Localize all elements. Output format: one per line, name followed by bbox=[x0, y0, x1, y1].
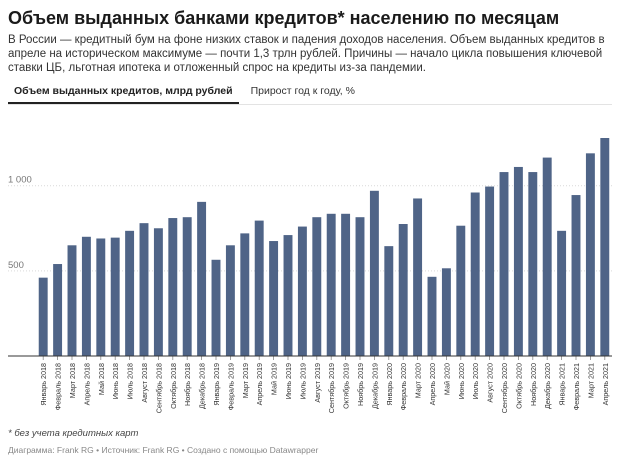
bar bbox=[125, 230, 135, 356]
x-tick-label: Ноябрь 2018 bbox=[183, 363, 192, 406]
x-tick-label: Октябрь 2019 bbox=[342, 363, 351, 409]
bar bbox=[96, 238, 106, 356]
chart-title: Объем выданных банками кредитов* населен… bbox=[8, 8, 560, 28]
bar bbox=[240, 233, 250, 356]
x-tick-label: Ноябрь 2020 bbox=[529, 363, 538, 406]
bar bbox=[197, 201, 207, 356]
bar bbox=[53, 264, 63, 356]
bar bbox=[513, 166, 523, 356]
bar bbox=[139, 223, 149, 356]
bar bbox=[499, 172, 509, 356]
x-tick-label: Апрель 2018 bbox=[82, 363, 91, 405]
x-tick-label: Май 2020 bbox=[442, 363, 451, 395]
bar bbox=[585, 153, 595, 356]
bar bbox=[355, 217, 365, 356]
x-tick-label: Август 2018 bbox=[140, 363, 149, 403]
x-tick-label: Март 2020 bbox=[414, 363, 423, 398]
x-tick-label: Март 2019 bbox=[241, 363, 250, 398]
x-tick-label: Апрель 2021 bbox=[601, 363, 610, 405]
bar bbox=[110, 237, 120, 356]
bar bbox=[81, 236, 91, 356]
x-tick-label: Август 2020 bbox=[486, 363, 495, 403]
bar bbox=[398, 224, 408, 356]
bar bbox=[384, 246, 394, 356]
x-tick-label: Декабрь 2018 bbox=[198, 363, 207, 409]
bar bbox=[211, 259, 221, 356]
bar-chart: 500 1 000 Январь 2018 Февраль 2018 Март 2018… bbox=[8, 138, 612, 413]
footnote: * без учета кредитных карт bbox=[8, 428, 139, 439]
bar bbox=[441, 268, 451, 356]
x-tick-label: Сентябрь 2020 bbox=[500, 363, 509, 413]
x-tick-label: Август 2019 bbox=[313, 363, 322, 403]
bar bbox=[485, 186, 495, 356]
x-tick-label: Февраль 2019 bbox=[226, 363, 235, 410]
bar bbox=[369, 190, 379, 356]
x-tick-label: Июль 2019 bbox=[298, 363, 307, 399]
bar bbox=[427, 276, 437, 356]
chart-footer: Диаграмма: Frank RG • Источник: Frank RG… bbox=[8, 445, 319, 455]
x-tick-label: Октябрь 2020 bbox=[514, 363, 523, 409]
bar bbox=[38, 277, 48, 356]
bar bbox=[571, 195, 581, 356]
bar bbox=[254, 220, 264, 356]
y-tick-label: 1 000 bbox=[8, 175, 32, 186]
bar bbox=[528, 172, 538, 356]
x-tick-label: Декабрь 2019 bbox=[370, 363, 379, 409]
bar bbox=[326, 213, 336, 356]
bar bbox=[269, 241, 279, 356]
bar bbox=[153, 228, 163, 356]
x-tick-label: Январь 2020 bbox=[385, 363, 394, 406]
tab-loan-volume[interactable]: Объем выданных кредитов, млрд рублей bbox=[8, 84, 239, 104]
x-tick-label: Сентябрь 2018 bbox=[154, 363, 163, 413]
chart-tabs: Объем выданных кредитов, млрд рублей При… bbox=[8, 84, 361, 104]
x-tick-label: Апрель 2020 bbox=[428, 363, 437, 405]
x-tick-label: Июнь 2019 bbox=[284, 363, 293, 399]
bar bbox=[413, 198, 423, 356]
x-tick-label: Октябрь 2018 bbox=[169, 363, 178, 409]
bar bbox=[312, 217, 322, 356]
y-tick-label: 500 bbox=[8, 260, 24, 271]
bar bbox=[225, 245, 235, 356]
bar bbox=[470, 192, 480, 356]
bar bbox=[283, 235, 293, 356]
x-tick-label: Июль 2020 bbox=[471, 363, 480, 399]
tabs-divider bbox=[8, 104, 612, 105]
x-tick-label: Январь 2018 bbox=[39, 363, 48, 406]
chart-description: В России — кредитный бум на фоне низких … bbox=[8, 34, 605, 74]
x-tick-label: Март 2018 bbox=[68, 363, 77, 398]
bar bbox=[67, 245, 77, 356]
bar bbox=[557, 230, 567, 356]
bar bbox=[297, 226, 307, 356]
x-tick-label: Февраль 2020 bbox=[399, 363, 408, 410]
tab-yoy-growth[interactable]: Прирост год к году, % bbox=[250, 85, 355, 97]
bar bbox=[600, 138, 610, 356]
x-tick-label: Июль 2018 bbox=[126, 363, 135, 399]
bar bbox=[168, 218, 178, 356]
bar bbox=[182, 217, 192, 356]
x-tick-label: Ноябрь 2019 bbox=[356, 363, 365, 406]
x-tick-label: Апрель 2019 bbox=[255, 363, 264, 405]
x-tick-label: Декабрь 2020 bbox=[543, 363, 552, 409]
x-tick-label: Февраль 2018 bbox=[54, 363, 63, 410]
x-tick-label: Май 2018 bbox=[97, 363, 106, 395]
x-tick-label: Январь 2019 bbox=[212, 363, 221, 406]
x-tick-label: Март 2021 bbox=[586, 363, 595, 398]
bar bbox=[341, 213, 351, 356]
x-tick-label: Июнь 2020 bbox=[457, 363, 466, 399]
bar bbox=[456, 225, 466, 356]
x-tick-label: Июнь 2018 bbox=[111, 363, 120, 399]
x-tick-label: Сентябрь 2019 bbox=[327, 363, 336, 413]
x-tick-label: Январь 2021 bbox=[558, 363, 567, 406]
x-tick-label: Май 2019 bbox=[270, 363, 279, 395]
bar bbox=[542, 157, 552, 356]
x-tick-label: Февраль 2021 bbox=[572, 363, 581, 410]
